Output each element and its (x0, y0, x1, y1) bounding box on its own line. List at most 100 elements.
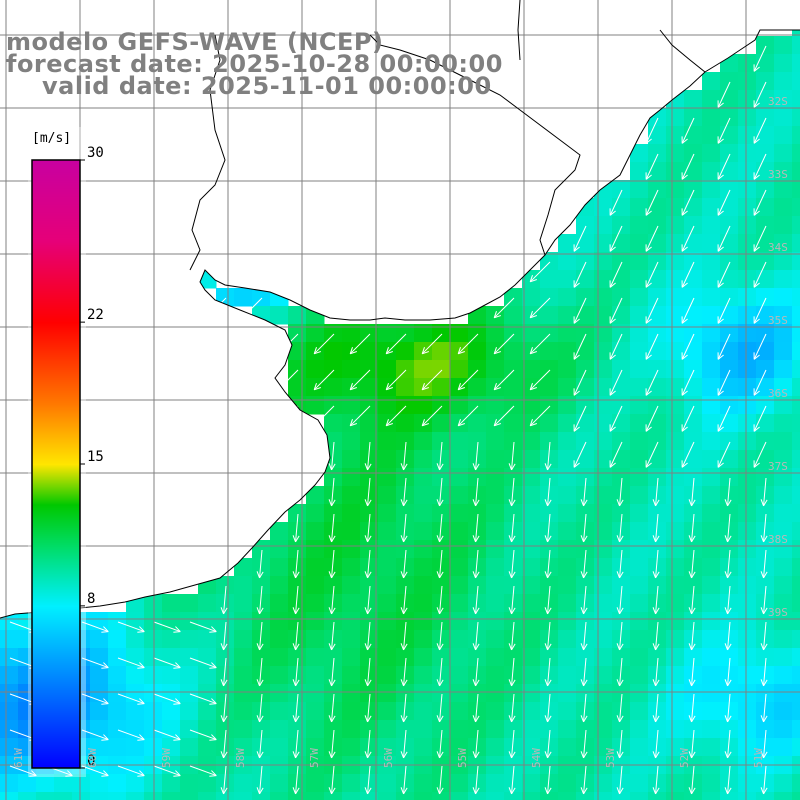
wind-arrow (400, 765, 408, 795)
wind-arrow (508, 513, 516, 543)
wind-cell (648, 684, 667, 703)
wind-cell (756, 612, 775, 631)
wind-cell (378, 324, 397, 343)
wind-cell (522, 684, 541, 703)
wind-cell (396, 342, 415, 361)
colorbar-band (32, 705, 80, 707)
wind-cell (756, 432, 775, 451)
wind-cell (612, 216, 631, 235)
colorbar-band (32, 366, 80, 368)
longitude-label: 53W (604, 748, 617, 768)
wind-cell (756, 54, 775, 73)
wind-cell (378, 504, 397, 523)
wind-arrow (645, 117, 659, 144)
wind-cell (216, 792, 235, 800)
wind-cell (720, 270, 739, 289)
wind-cell (576, 216, 595, 235)
colorbar-band (32, 296, 80, 298)
wind-arrow (580, 477, 588, 507)
wind-arrow (717, 117, 731, 144)
colorbar-band (32, 674, 80, 676)
wind-arrow (717, 405, 731, 432)
wind-cell (684, 684, 703, 703)
colorbar-band (32, 244, 80, 246)
wind-arrow (292, 729, 300, 759)
wind-arrow (400, 585, 408, 615)
colorbar-band (32, 446, 80, 448)
wind-cell (684, 666, 703, 685)
wind-cell (774, 594, 793, 613)
colorbar-band (32, 304, 80, 306)
colorbar-band (32, 734, 80, 736)
wind-cell (594, 270, 613, 289)
colorbar-band (32, 426, 80, 428)
wind-cell (360, 738, 379, 757)
wind-arrow (436, 513, 444, 543)
colorbar-band (32, 514, 80, 516)
colorbar-band (32, 728, 80, 730)
wind-cell (324, 648, 343, 667)
colorbar-band (32, 625, 80, 627)
wind-cell (306, 774, 325, 793)
colorbar-band (32, 548, 80, 550)
wind-arrow (81, 765, 109, 777)
wind-cell (576, 288, 595, 307)
colorbar-band (32, 696, 80, 698)
wind-cell (774, 666, 793, 685)
colorbar-band (32, 760, 80, 762)
wind-cell (378, 522, 397, 541)
border-uruguay-brazil (369, 34, 581, 256)
colorbar-band (32, 382, 80, 384)
colorbar-band (32, 253, 80, 255)
wind-cell (648, 414, 667, 433)
wind-cell (504, 720, 523, 739)
wind-cell (540, 558, 559, 577)
wind-cell (324, 360, 343, 379)
wind-cell (468, 342, 487, 361)
colorbar-band (32, 528, 80, 530)
latitude-label: 36S (768, 387, 788, 400)
wind-cell (558, 576, 577, 595)
colorbar-band (32, 197, 80, 199)
wind-cell (594, 306, 613, 325)
wind-cell (720, 432, 739, 451)
colorbar-band (32, 740, 80, 742)
colorbar-band (32, 301, 80, 303)
wind-cell (792, 270, 800, 289)
wind-cell (756, 36, 775, 55)
wind-cell (378, 576, 397, 595)
colorbar-band (32, 531, 80, 533)
colorbar-band (32, 697, 80, 699)
colorbar-band (32, 689, 80, 691)
wind-cell (630, 594, 649, 613)
wind-cell (414, 702, 433, 721)
wind-cell (594, 198, 613, 217)
wind-cell (684, 612, 703, 631)
wind-cell (774, 216, 793, 235)
wind-arrow (81, 657, 109, 669)
wind-cell (666, 684, 685, 703)
wind-arrow (508, 549, 516, 579)
wind-cell (252, 684, 271, 703)
wind-cell (576, 486, 595, 505)
wind-cell (792, 72, 800, 91)
wind-cell (756, 72, 775, 91)
colorbar-band (32, 264, 80, 266)
wind-cell (324, 612, 343, 631)
wind-cell (234, 576, 253, 595)
wind-cell (162, 738, 181, 757)
wind-cell (396, 378, 415, 397)
wind-arrow (529, 297, 551, 319)
wind-cell (792, 648, 800, 667)
wind-cell (792, 306, 800, 325)
colorbar-band (32, 575, 80, 577)
colorbar-band (32, 204, 80, 206)
colorbar-band (32, 435, 80, 437)
wind-cell (432, 648, 451, 667)
colorbar-band (32, 443, 80, 445)
wind-arrow (544, 693, 552, 723)
wind-cell (108, 774, 127, 793)
wind-arrow (220, 729, 228, 759)
wind-arrow (645, 153, 659, 180)
